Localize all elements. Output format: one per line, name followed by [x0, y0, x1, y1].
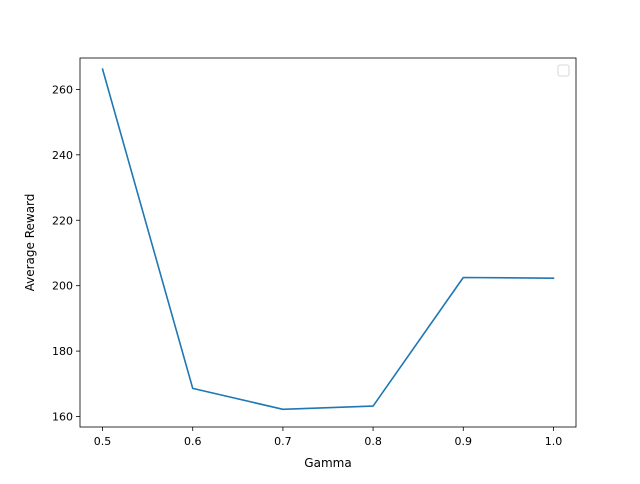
- x-tick-label: 0.8: [364, 435, 382, 448]
- y-tick-label: 180: [52, 345, 73, 358]
- x-tick-label: 0.6: [184, 435, 202, 448]
- series-line: [101, 68, 555, 411]
- y-axis-label: Average Reward: [23, 194, 37, 292]
- x-tick-label: 0.5: [94, 435, 112, 448]
- x-tick-label: 1.0: [545, 435, 563, 448]
- x-tick-label: 0.7: [274, 435, 292, 448]
- x-axis-label: Gamma: [304, 456, 351, 470]
- legend-box: [557, 64, 570, 77]
- plot-area: [80, 58, 576, 427]
- y-tick-label: 220: [52, 214, 73, 227]
- plot-frame: [79, 57, 577, 428]
- axis-ticks: 0.5 0.6 0.7 0.8 0.9 1.0 160 180 200 220 240 260: [52, 83, 562, 448]
- y-tick-label: 260: [52, 83, 73, 96]
- series-layer: [101, 68, 555, 411]
- x-tick-label: 0.9: [455, 435, 473, 448]
- y-tick-label: 240: [52, 149, 73, 162]
- y-tick-label: 200: [52, 280, 73, 293]
- y-tick-label: 160: [52, 411, 73, 424]
